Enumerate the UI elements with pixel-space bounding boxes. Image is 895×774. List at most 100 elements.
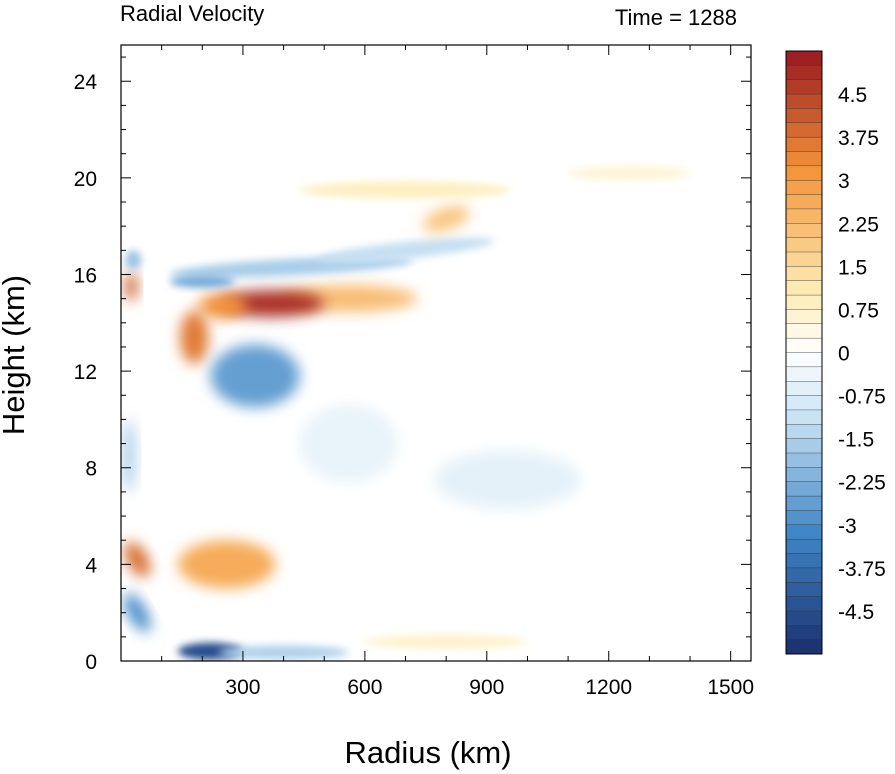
chart-title: Radial Velocity <box>120 1 264 26</box>
chart-subtitle: Time = 1288 <box>615 5 737 30</box>
heatmap-blob <box>177 540 276 589</box>
heatmap-blob <box>433 450 581 509</box>
colorbar-bin <box>785 79 823 95</box>
colorbar-bin <box>785 323 823 339</box>
y-tick-label: 4 <box>85 554 97 577</box>
colorbar-bin <box>785 237 823 253</box>
colorbar-label: -3 <box>838 515 857 538</box>
colorbar-bin <box>785 309 823 325</box>
colorbar-bin <box>785 93 823 109</box>
feature-eyewall-outflow <box>136 559 138 561</box>
x-axis-label: Radius (km) <box>344 735 511 770</box>
feature-mid-level-inflow <box>254 375 256 377</box>
heatmap-blob <box>123 419 136 492</box>
y-tick-label: 8 <box>85 458 97 481</box>
colorbar-bin <box>785 639 823 655</box>
colorbar-bin <box>785 567 823 583</box>
colorbar-bin <box>785 495 823 511</box>
plot-frame <box>120 44 752 662</box>
colorbar-bin <box>785 194 823 210</box>
colorbar-label: 4.5 <box>838 84 867 107</box>
colorbar-label: 1.5 <box>838 256 867 279</box>
heatmap-blob <box>124 542 151 577</box>
colorbar-bin <box>785 424 823 440</box>
heatmap-blob <box>422 205 470 233</box>
colorbar-label: -3.75 <box>838 558 886 581</box>
feature-upper-outflow-jet <box>270 303 272 305</box>
feature-boundary-layer-inflow <box>209 650 211 652</box>
colorbar-bin <box>785 596 823 612</box>
colorbar-label: -1.5 <box>838 429 874 452</box>
heatmap-blob <box>299 404 398 483</box>
colorbar-bin <box>785 438 823 454</box>
y-tick-label: 24 <box>74 71 98 94</box>
x-ticks: 300 600 900 1200 1500 <box>120 45 754 699</box>
colorbar-bin <box>785 122 823 138</box>
colorbar-bin <box>785 180 823 196</box>
heatmap-field <box>123 165 691 660</box>
x-tick-label: 900 <box>469 676 504 699</box>
heatmap-blob <box>125 272 138 302</box>
feature-outflow-jet-tail <box>348 298 350 300</box>
feature-lower-outflow <box>226 563 228 565</box>
colorbar-bin <box>785 366 823 382</box>
heatmap-blob <box>299 181 512 199</box>
colorbar-bin <box>785 165 823 181</box>
colorbar-label: 0.75 <box>838 299 879 322</box>
heatmap-blob <box>218 645 349 660</box>
colorbar-bin <box>785 538 823 555</box>
colorbar-bin <box>785 251 823 267</box>
x-tick-label: 300 <box>225 676 260 699</box>
colorbar: 4.5 3.75 3 2.25 1.5 0.75 0 -0.75 -1.5 -2.25 -3 -3.7… <box>785 50 886 655</box>
heatmap-blob <box>180 310 209 364</box>
y-tick-label: 20 <box>74 168 97 191</box>
feature-upper-inflow-band <box>291 266 293 268</box>
feature-eyewall-inflow <box>136 612 138 614</box>
colorbar-bin <box>785 452 823 468</box>
feature-high-outflow-streak <box>445 218 447 220</box>
colorbar-bin <box>785 524 823 540</box>
colorbar-bin <box>785 65 823 81</box>
colorbar-bin <box>785 481 823 497</box>
colorbar-bin <box>785 266 823 282</box>
colorbar-bin <box>785 395 823 411</box>
colorbar-bin <box>785 337 823 354</box>
heatmap-blob <box>198 293 248 318</box>
x-tick-label: 1200 <box>585 676 632 699</box>
colorbar-label: 3 <box>838 170 850 193</box>
heatmap-blob <box>316 237 495 263</box>
colorbar-label: 2.25 <box>838 213 879 236</box>
colorbar-bin <box>785 510 823 526</box>
y-tick-label: 0 <box>85 651 97 674</box>
colorbar-bin <box>785 136 823 152</box>
colorbar-label: -4.5 <box>838 601 874 624</box>
colorbar-label: 3.75 <box>838 127 879 150</box>
colorbar-bin <box>785 381 823 397</box>
colorbar-bin <box>785 352 823 368</box>
colorbar-bin <box>785 467 823 483</box>
colorbar-bin <box>785 108 823 124</box>
colorbar-bin <box>785 582 823 598</box>
colorbar-bin <box>785 151 823 167</box>
colorbar-bin <box>785 409 823 425</box>
x-tick-label: 600 <box>347 676 382 699</box>
heatmap-blob <box>210 344 300 408</box>
colorbar-label: -0.75 <box>838 386 886 409</box>
heatmap-blob <box>568 165 691 181</box>
colorbar-bin <box>785 553 823 569</box>
colorbar-bin <box>785 280 823 296</box>
feature-outflow-jet-core <box>193 336 195 338</box>
colorbar-bin <box>785 610 823 626</box>
y-tick-label: 16 <box>74 264 97 287</box>
heatmap-blob <box>169 275 235 288</box>
colorbar-bin <box>785 625 823 641</box>
colorbar-bin <box>785 208 823 224</box>
feature-broad-mid-inflow <box>506 479 508 481</box>
x-tick-label: 1500 <box>707 676 754 699</box>
colorbar-bin <box>785 294 823 310</box>
colorbar-label: 0 <box>838 343 850 366</box>
y-ticks: 0 4 8 12 16 20 24 <box>74 56 751 674</box>
colorbar-frame <box>785 50 823 655</box>
heatmap-blob <box>125 250 142 270</box>
